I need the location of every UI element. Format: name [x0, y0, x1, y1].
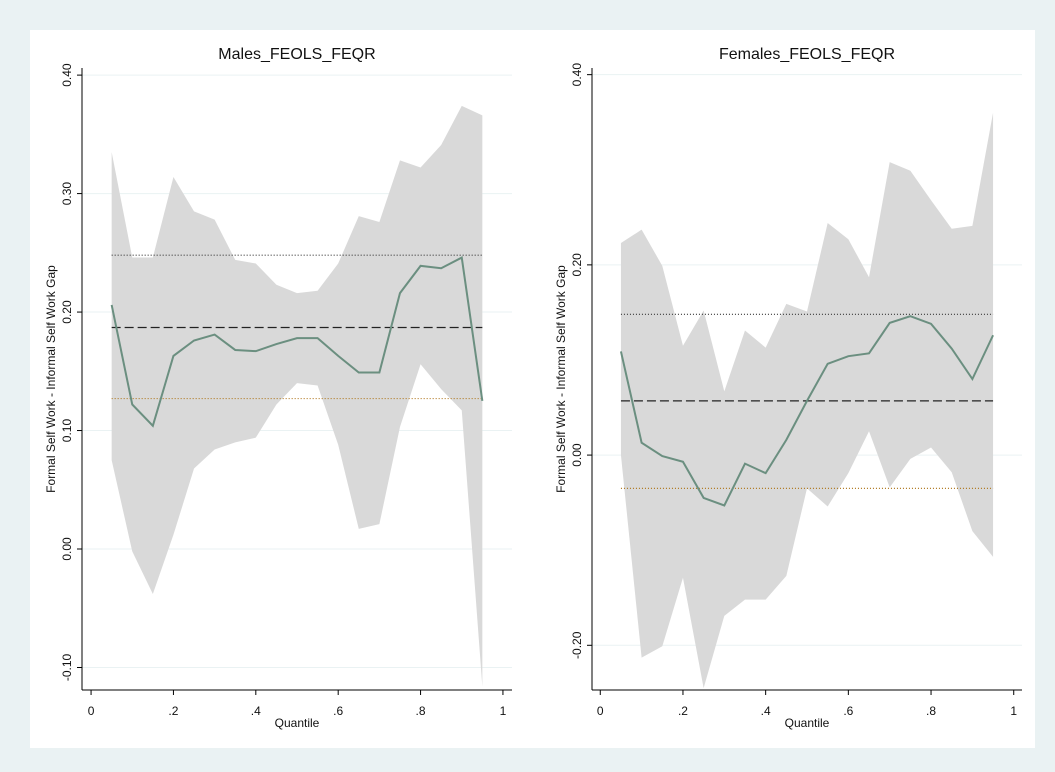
y-axis-label: Formal Self Work - Informal Self Work Ga…	[44, 265, 58, 493]
panel-title: Females_FEOLS_FEQR	[719, 46, 895, 63]
x-tick-label: .6	[843, 704, 853, 718]
x-tick-label: .4	[761, 704, 771, 718]
x-tick-label: .8	[416, 704, 426, 718]
y-tick-label: -0.20	[570, 631, 584, 659]
y-tick-label: 0.20	[60, 300, 74, 324]
x-axis-label: Quantile	[785, 716, 830, 730]
x-axis-label: Quantile	[275, 716, 320, 730]
x-tick-label: .2	[678, 704, 688, 718]
x-tick-label: 0	[597, 704, 604, 718]
x-tick-label: 0	[88, 704, 95, 718]
y-axis-label: Formal Self Work - Informal Self Work Ga…	[554, 265, 568, 493]
y-tick-label: 0.30	[60, 182, 74, 206]
y-tick-label: 0.40	[60, 63, 74, 87]
panel-title: Males_FEOLS_FEQR	[218, 46, 375, 63]
confidence-band	[111, 105, 483, 687]
x-tick-label: .4	[251, 704, 261, 718]
y-tick-label: 0.00	[570, 443, 584, 467]
x-tick-label: .6	[333, 704, 343, 718]
x-tick-label: .2	[168, 704, 178, 718]
x-tick-label: .8	[926, 704, 936, 718]
y-tick-label: -0.10	[60, 653, 74, 681]
y-tick-label: 0.10	[60, 419, 74, 443]
y-tick-label: 0.40	[570, 63, 584, 87]
y-tick-label: 0.00	[60, 537, 74, 561]
x-tick-label: 1	[500, 704, 507, 718]
x-tick-label: 1	[1010, 704, 1017, 718]
y-tick-label: 0.20	[570, 253, 584, 277]
estimate-line	[110, 256, 484, 428]
estimate-line	[619, 315, 994, 507]
